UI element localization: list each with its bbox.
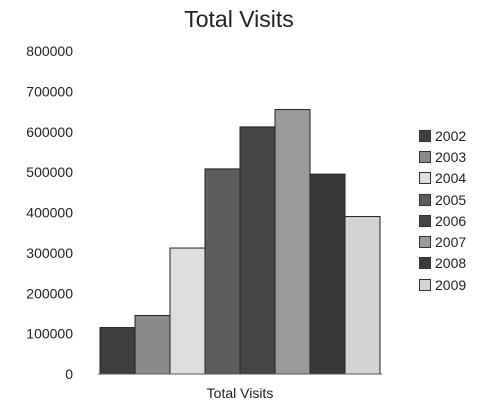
legend-swatch xyxy=(419,278,431,291)
bar-2002 xyxy=(99,327,136,375)
legend-label: 2004 xyxy=(435,170,467,187)
y-tick-label: 100000 xyxy=(26,326,73,342)
bar-2006 xyxy=(239,126,276,375)
bar-2004 xyxy=(169,247,206,375)
y-tick-label: 300000 xyxy=(26,245,73,261)
y-tick-label: 500000 xyxy=(26,164,73,180)
chart-legend: 2002 2003 2004 2005 2006 2007 2008 2009 xyxy=(419,125,466,295)
legend-item-2005: 2005 xyxy=(419,189,466,210)
legend-label: 2009 xyxy=(435,276,467,293)
legend-label: 2002 xyxy=(435,127,467,144)
legend-label: 2007 xyxy=(435,234,467,251)
legend-item-2003: 2003 xyxy=(419,146,466,167)
bar-2007 xyxy=(274,109,311,375)
legend-label: 2008 xyxy=(435,255,467,272)
legend-item-2009: 2009 xyxy=(419,274,466,295)
legend-item-2004: 2004 xyxy=(419,168,466,189)
x-axis-label: Total Visits xyxy=(206,385,274,401)
legend-swatch xyxy=(419,129,431,142)
legend-item-2002: 2002 xyxy=(419,125,466,146)
legend-swatch xyxy=(419,193,431,206)
legend-label: 2005 xyxy=(435,191,467,208)
bar-2009 xyxy=(344,216,381,375)
chart-title: Total Visits xyxy=(184,6,294,32)
legend-swatch xyxy=(419,150,431,163)
legend-item-2008: 2008 xyxy=(419,253,466,274)
bar-2005 xyxy=(204,168,241,375)
bar-2003 xyxy=(134,314,171,375)
y-tick-label: 800000 xyxy=(26,43,73,59)
y-tick-label: 400000 xyxy=(26,205,73,221)
legend-label: 2003 xyxy=(435,148,467,165)
legend-item-2006: 2006 xyxy=(419,210,466,231)
legend-swatch xyxy=(419,172,431,185)
y-tick-label: 700000 xyxy=(26,83,73,99)
legend-item-2007: 2007 xyxy=(419,231,466,252)
legend-swatch xyxy=(419,236,431,249)
y-tick-label: 200000 xyxy=(26,285,73,301)
legend-label: 2006 xyxy=(435,212,467,229)
legend-swatch xyxy=(419,214,431,227)
y-tick-label: 600000 xyxy=(26,124,73,140)
legend-swatch xyxy=(419,257,431,270)
y-tick-label: 0 xyxy=(65,366,73,382)
bar-2008 xyxy=(309,173,346,375)
